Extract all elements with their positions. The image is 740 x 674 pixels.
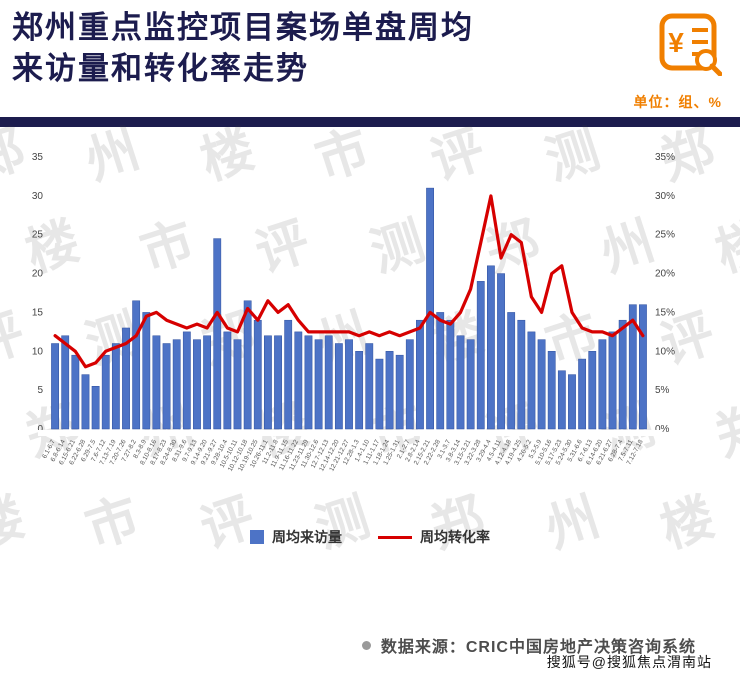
left-axis-tick: 5 [37, 385, 43, 396]
left-axis-tick: 20 [32, 269, 44, 280]
visits-bar [517, 319, 526, 430]
visits-bar [111, 343, 120, 430]
visits-bar [172, 339, 181, 430]
visits-bar [314, 339, 323, 430]
visits-bar [416, 319, 424, 430]
visits-bar [487, 265, 495, 430]
visits-bar [365, 343, 374, 430]
visits-bar [334, 343, 343, 430]
right-axis-tick: 15% [655, 307, 675, 318]
combo-chart: 051015202530350%5%10%15%20%25%30%35%6.1-… [32, 152, 675, 473]
legend-bar-swatch [250, 530, 264, 544]
visits-bar [568, 374, 576, 430]
visits-bar [101, 354, 110, 430]
right-axis-tick: 0% [655, 424, 670, 435]
visits-bar [193, 339, 201, 430]
visits-bar [618, 319, 627, 430]
left-axis-tick: 10 [32, 346, 44, 357]
visits-bar [537, 339, 546, 430]
visits-bar [345, 339, 353, 430]
sohu-account-watermark: 搜狐号@搜狐焦点渭南站 [546, 654, 712, 670]
visits-bar [639, 304, 647, 430]
visits-bar [395, 354, 404, 430]
visits-bar [294, 331, 303, 430]
visits-bar [588, 351, 597, 430]
visits-bar [456, 335, 465, 430]
visits-bar [598, 339, 607, 430]
visits-bar [578, 358, 587, 430]
visits-bar [527, 331, 536, 430]
right-axis-tick: 30% [655, 191, 675, 202]
visits-bar [324, 335, 333, 430]
visits-bar [142, 312, 151, 430]
visits-bar [608, 331, 617, 430]
visits-bar [223, 331, 232, 430]
right-axis-tick: 25% [655, 230, 675, 241]
left-axis-tick: 35 [32, 152, 44, 163]
visits-bar [91, 386, 100, 430]
visits-bar [466, 339, 475, 430]
visits-bar [233, 339, 242, 430]
visits-bar [162, 343, 171, 430]
visits-bar [264, 335, 272, 430]
legend-item-conversion: 周均转化率 [378, 527, 490, 547]
visits-bar [375, 358, 384, 430]
legend-item-visits: 周均来访量 [250, 527, 342, 547]
visits-bar [274, 335, 282, 430]
price-report-magnifier-svg: ¥ [659, 13, 723, 77]
visits-bar [557, 370, 566, 430]
visits-bar [405, 339, 414, 430]
visits-bar [213, 238, 222, 430]
page-title-line1: 郑州重点监控项目案场单盘周均 [12, 10, 474, 45]
visits-bar [476, 281, 485, 430]
legend-line-label: 周均转化率 [420, 529, 490, 545]
visits-bar [71, 354, 80, 430]
visits-bar [152, 335, 161, 430]
visits-bar [304, 335, 313, 430]
visits-bar [355, 351, 364, 430]
visits-bar [81, 374, 90, 430]
visits-bar [51, 343, 59, 430]
visits-bar [497, 273, 505, 430]
visits-bar [507, 312, 516, 430]
visits-bar [182, 331, 191, 430]
visits-bar [436, 312, 445, 430]
page-title: 郑州重点监控项目案场单盘周均 来访量和转化率走势 [12, 8, 474, 90]
visits-bar [253, 319, 262, 430]
conversion-rate-line [53, 194, 645, 369]
visits-bar [385, 351, 394, 430]
visits-bar [628, 304, 637, 430]
data-source: 数据来源：CRIC中国房地产决策咨询系统 [361, 633, 696, 657]
left-axis-tick: 30 [32, 191, 44, 202]
left-axis-tick: 0 [37, 424, 43, 435]
price-report-magnifier-icon: ¥ [658, 12, 723, 77]
unit-label: 单位：组、% [633, 94, 722, 110]
visits-bar [446, 319, 455, 430]
visits-bar [284, 319, 293, 430]
left-axis-tick: 15 [32, 307, 44, 318]
legend: 周均来访量 周均转化率 [0, 527, 740, 547]
data-source-text: 数据来源：CRIC中国房地产决策咨询系统 [380, 639, 696, 656]
page-title-line2: 来访量和转化率走势 [12, 50, 309, 86]
right-axis-tick: 5% [655, 385, 670, 396]
visits-bar [426, 187, 434, 430]
right-axis-tick: 35% [655, 152, 675, 163]
visits-bar [122, 327, 130, 430]
left-axis-tick: 25 [32, 230, 44, 241]
header-divider [0, 117, 740, 127]
visits-bar [547, 351, 556, 430]
legend-bar-label: 周均来访量 [272, 529, 342, 545]
legend-line-swatch [378, 535, 412, 539]
bullet-icon [361, 640, 371, 650]
right-axis-tick: 10% [655, 346, 675, 357]
axis-baseline [38, 430, 660, 436]
visits-bar [61, 335, 70, 430]
right-axis-tick: 20% [655, 269, 675, 280]
visits-bar [243, 300, 252, 430]
svg-text:¥: ¥ [668, 27, 684, 58]
visits-bar [132, 300, 141, 430]
visits-bar [203, 335, 211, 430]
